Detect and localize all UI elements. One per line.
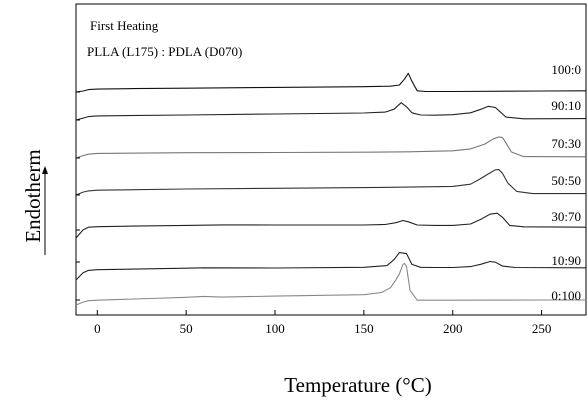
x-axis-label: Temperature (°C) [284, 373, 431, 397]
series-line-90-10 [75, 102, 587, 121]
series-layer: 100:0 90:10 70:30 50:50 30:70 10:90 0:100 [75, 62, 587, 306]
series-line-10-90 [75, 252, 587, 281]
series-label-70-30: 70:30 [551, 136, 581, 151]
series-label-30-70: 30:70 [551, 209, 581, 224]
plot-frame [75, 3, 587, 316]
series-label-90-10: 90:10 [551, 98, 581, 113]
series-label-0-100: 0:100 [551, 288, 581, 303]
x-tick-label-50: 50 [180, 321, 193, 336]
series-label-50-50: 50:50 [551, 173, 581, 188]
x-axis: 0 50 100 150 200 250 [76, 91, 552, 336]
chart-title: First Heating [90, 18, 159, 33]
series-line-100-0 [75, 72, 587, 93]
x-tick-label-250: 250 [532, 321, 552, 336]
x-tick-label-200: 200 [443, 321, 463, 336]
series-line-0-100 [75, 262, 586, 306]
x-tick-label-100: 100 [265, 321, 285, 336]
y-axis-label: Endotherm [21, 149, 45, 242]
chart-subtitle: PLLA (L175) : PDLA (D070) [87, 44, 242, 59]
endotherm-arrow [42, 166, 48, 255]
series-label-10-90: 10:90 [551, 253, 581, 268]
series-line-50-50 [75, 169, 586, 196]
series-label-100-0: 100:0 [551, 62, 581, 77]
series-line-70-30 [75, 136, 587, 159]
x-tick-label-0: 0 [94, 321, 101, 336]
x-tick-label-150: 150 [354, 321, 374, 336]
series-line-30-70 [75, 212, 587, 239]
